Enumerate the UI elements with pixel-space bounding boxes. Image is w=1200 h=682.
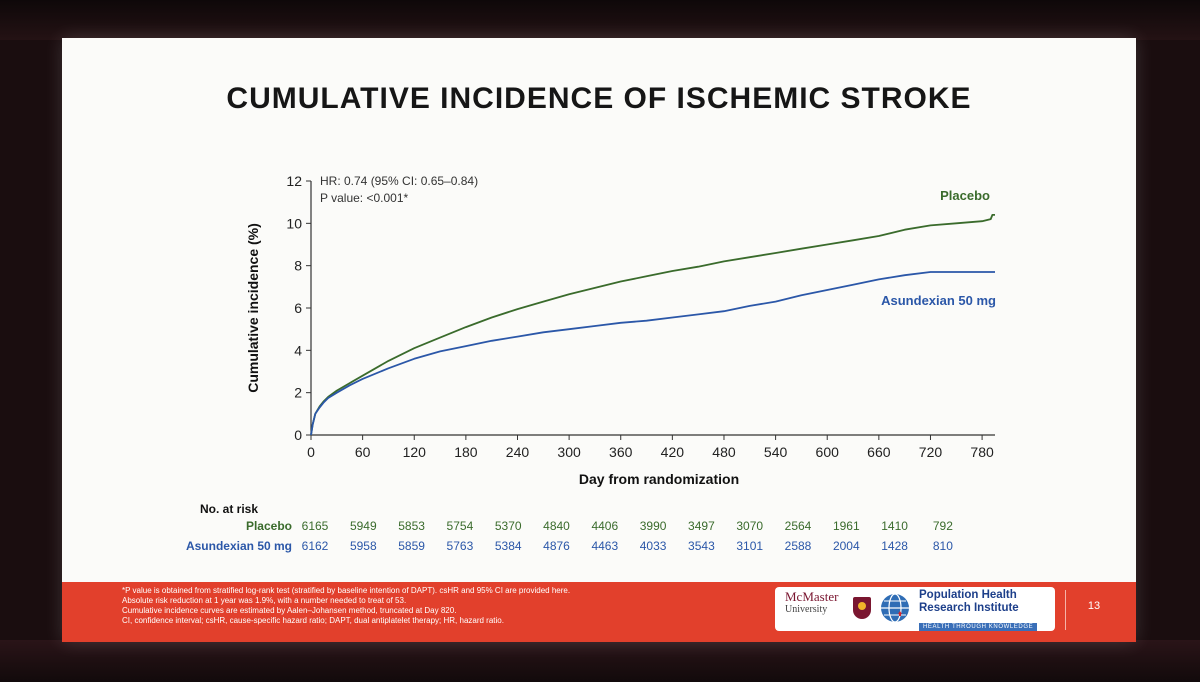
risk-value-placebo: 4406 [591,519,618,533]
risk-value-placebo: 5754 [447,519,474,533]
risk-value-asundexian: 5763 [447,539,474,553]
mcmaster-university: University [785,604,828,615]
risk-value-placebo: 3070 [736,519,763,533]
x-tick-label: 0 [307,444,315,460]
risk-value-placebo: 4840 [543,519,570,533]
globe-icon [881,593,909,623]
x-tick-label: 60 [355,444,371,460]
risk-label-asundexian: Asundexian 50 mg [186,539,292,553]
legend-asundexian: Asundexian 50 mg [881,293,996,308]
hr-annotation: HR: 0.74 (95% CI: 0.65–0.84) [320,174,478,188]
risk-value-placebo: 6165 [302,519,329,533]
x-tick-label: 780 [970,444,994,460]
room-background-bottom [0,640,1200,682]
footnote-line: *P value is obtained from stratified log… [122,586,571,595]
y-tick-label: 10 [286,215,302,231]
page-number: 13 [1087,600,1101,612]
x-tick-label: 660 [867,444,891,460]
risk-value-asundexian: 4876 [543,539,570,553]
risk-value-asundexian: 2004 [833,539,860,553]
slide-footer: *P value is obtained from stratified log… [62,582,1136,642]
risk-value-placebo: 3497 [688,519,715,533]
risk-value-asundexian: 5859 [398,539,425,553]
legend-placebo: Placebo [940,188,990,203]
y-tick-label: 2 [294,385,302,401]
risk-value-asundexian: 4033 [640,539,667,553]
series-line-asundexian-50-mg [310,271,995,436]
x-tick-label: 120 [403,444,427,460]
risk-value-asundexian: 1428 [881,539,908,553]
x-tick-label: 300 [557,444,581,460]
phri-tagline: HEALTH THROUGH KNOWLEDGE [919,623,1038,631]
risk-value-placebo: 5949 [350,519,377,533]
footnote-line: Cumulative incidence curves are estimate… [122,606,457,615]
footnotes: *P value is obtained from stratified log… [122,586,702,626]
risk-value-placebo: 1410 [881,519,908,533]
phri-name-line2: Research Institute [919,602,1019,614]
y-axis-label: Cumulative incidence (%) [245,223,261,393]
risk-value-asundexian: 6162 [302,539,329,553]
x-tick-label: 480 [712,444,736,460]
room-background-top [0,0,1200,40]
risk-value-asundexian: 5958 [350,539,377,553]
risk-value-placebo: 5370 [495,519,522,533]
mcmaster-crest-icon [853,597,871,619]
y-tick-label: 6 [294,300,302,316]
risk-value-asundexian: 810 [933,539,953,553]
chart-series [310,214,995,436]
risk-value-placebo: 5853 [398,519,425,533]
risk-value-placebo: 792 [933,519,953,533]
risk-value-asundexian: 3543 [688,539,715,553]
risk-value-asundexian: 3101 [736,539,763,553]
phri-name-line1: Population Health [919,589,1017,601]
x-tick-label: 420 [661,444,685,460]
risk-value-asundexian: 5384 [495,539,522,553]
y-tick-label: 0 [294,427,302,443]
footnote-line: Absolute risk reduction at 1 year was 1.… [122,596,407,605]
footnote-line: CI, confidence interval; csHR, cause-spe… [122,616,504,625]
footer-divider [1065,590,1066,630]
x-tick-label: 240 [506,444,530,460]
risk-value-asundexian: 4463 [591,539,618,553]
x-axis-label: Day from randomization [579,471,739,487]
presentation-slide: CUMULATIVE INCIDENCE OF ISCHEMIC STROKE … [62,38,1136,642]
y-tick-label: 4 [294,342,302,358]
risk-value-asundexian: 2588 [785,539,812,553]
y-tick-label: 8 [294,258,302,274]
logo-panel: McMaster University Population Health Re… [775,587,1055,631]
x-tick-label: 600 [816,444,840,460]
series-line-placebo [310,214,995,436]
risk-table-heading: No. at risk [200,502,258,516]
risk-label-placebo: Placebo [246,519,292,533]
slide-title: CUMULATIVE INCIDENCE OF ISCHEMIC STROKE [226,82,972,115]
risk-value-placebo: 1961 [833,519,860,533]
phri-logo: Population Health Research Institute HEA… [919,589,1059,633]
risk-table: 6165 5949 5853 5754 5370 4840 4406 3990 3497 3070… [302,519,954,553]
chart-text: HR: 0.74 (95% CI: 0.65–0.84) P value: <0… [186,174,996,553]
x-tick-label: 180 [454,444,478,460]
x-tick-label: 540 [764,444,788,460]
risk-value-placebo: 3990 [640,519,667,533]
mcmaster-logo: McMaster University [785,590,865,616]
mcmaster-name: McMaster [785,589,839,604]
x-tick-label: 360 [609,444,633,460]
p-value-annotation: P value: <0.001* [320,191,409,205]
risk-value-placebo: 2564 [785,519,812,533]
y-tick-label: 12 [286,173,302,189]
x-tick-label: 720 [919,444,943,460]
